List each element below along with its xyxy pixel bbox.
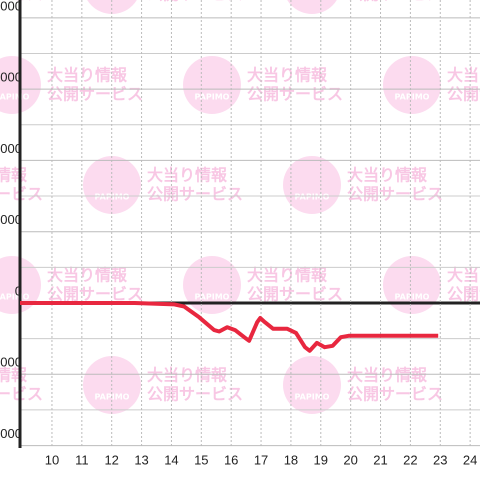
watermark-circle — [287, 0, 337, 14]
data-line — [20, 301, 439, 353]
plot — [20, 301, 439, 353]
y-tick-label: 30,000 — [0, 70, 22, 85]
watermark-line2: 公開サービス — [0, 185, 43, 204]
x-tick-label: 19 — [314, 452, 328, 467]
x-tick-label: 14 — [164, 452, 178, 467]
y-tick-label: 10,000 — [0, 212, 22, 227]
watermark-line2: 公開サービス — [347, 0, 443, 4]
x-tick-label: 18 — [284, 452, 298, 467]
watermark-brand: PAPIMO — [295, 393, 330, 402]
watermark-line2: 公開サービス — [347, 185, 443, 204]
watermark-brand: PAPIMO — [0, 93, 30, 102]
watermark-line2: 公開サービス — [0, 385, 43, 404]
watermark-line1: 大当り情報 — [347, 166, 428, 185]
x-tick-label: 13 — [134, 452, 148, 467]
x-tick-label: 15 — [194, 452, 208, 467]
watermark-line1: 大当り情報 — [447, 266, 480, 285]
watermark-line1: 大当り情報 — [247, 266, 328, 285]
watermark-line2: 公開サービス — [147, 0, 243, 4]
x-tick-label: 24 — [463, 452, 477, 467]
watermark-brand: PAPIMO — [195, 293, 230, 302]
watermark-line2: 公開サービス — [447, 285, 480, 304]
x-tick-label: 12 — [104, 452, 118, 467]
watermark-line2: 公開サービス — [47, 285, 143, 304]
watermark-line1: 大当り情報 — [147, 166, 228, 185]
x-tick-label: 11 — [75, 452, 89, 467]
x-tick-label: 23 — [433, 452, 447, 467]
watermark-line2: 公開サービス — [47, 85, 143, 104]
watermark-circle — [87, 0, 137, 14]
x-tick-label: 17 — [254, 452, 268, 467]
watermark-line1: 大当り情報 — [447, 66, 480, 85]
watermark-line1: 大当り情報 — [147, 366, 228, 385]
x-tick-label: 22 — [403, 452, 417, 467]
watermark-brand: PAPIMO — [295, 193, 330, 202]
watermark-line2: 公開サービス — [247, 285, 343, 304]
y-tick-label: 20,000 — [0, 141, 22, 156]
y-tick-label: 0 — [15, 283, 22, 298]
watermark-brand: PAPIMO — [195, 93, 230, 102]
watermark-line2: 公開サービス — [147, 385, 243, 404]
y-tick-label: 40,000 — [0, 0, 22, 13]
x-tick-label: 20 — [343, 452, 357, 467]
grid — [18, 0, 480, 448]
watermark-brand: PAPIMO — [0, 293, 30, 302]
x-tick-label: 21 — [373, 452, 387, 467]
labels: 40,000 30,000 20,000 10,000 0 -10,000 -20,000 1… — [0, 0, 477, 467]
watermark-circle — [183, 256, 241, 314]
watermark-line1: 大当り情報 — [47, 66, 128, 85]
watermark-line1: 大当り情報 — [247, 66, 328, 85]
watermark-circle — [383, 256, 441, 314]
watermark-line1: 大当り情報 — [47, 266, 128, 285]
watermark-line2: 公開サービス — [447, 85, 480, 104]
y-tick-label: -10,000 — [0, 355, 22, 370]
watermark-circle — [183, 56, 241, 114]
y-tick-label: -20,000 — [0, 426, 22, 441]
watermark-line2: 公開サービス — [147, 185, 243, 204]
x-tick-label: 16 — [224, 452, 238, 467]
watermark-brand: PAPIMO — [395, 293, 430, 302]
watermark-brand: PAPIMO — [395, 93, 430, 102]
watermark-circle — [283, 156, 341, 214]
watermark-line2: 公開サービス — [0, 0, 43, 4]
watermark-layer: PAPIMO大当り情報公開サービスPAPIMO大当り情報公開サービスPAPIMO… — [0, 0, 480, 414]
watermark-line1: 大当り情報 — [0, 166, 28, 185]
x-tick-label: 10 — [45, 452, 59, 467]
watermark-circle — [383, 56, 441, 114]
watermark-line2: 公開サービス — [347, 385, 443, 404]
watermark-line1: 大当り情報 — [347, 366, 428, 385]
watermark-brand: PAPIMO — [295, 0, 330, 2]
watermark-circle — [283, 356, 341, 414]
